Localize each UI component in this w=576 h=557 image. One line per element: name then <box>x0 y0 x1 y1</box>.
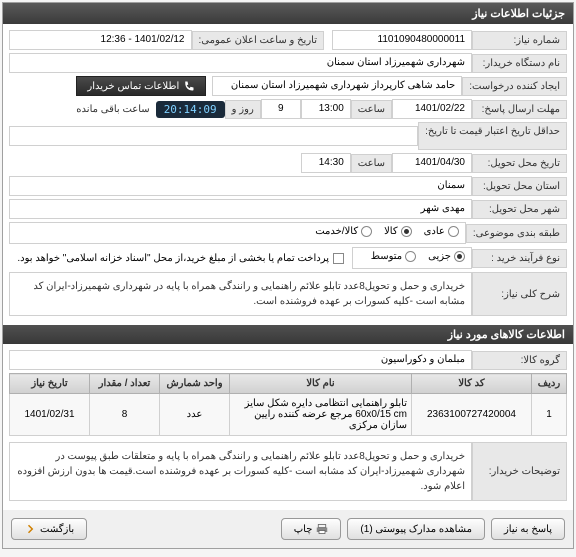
proc-opt-0[interactable]: جزیی <box>428 251 465 262</box>
buyer-org-value: شهرداری شهمیرزاد استان سمنان <box>9 53 472 73</box>
public-time-value: 1401/02/12 - 12:36 <box>9 30 192 50</box>
day-label: روز و <box>225 100 261 119</box>
col-idx: ردیف <box>532 374 567 394</box>
buyer-note-text: خریداری و حمل و تحویل8عدد تابلو علائم را… <box>9 442 472 501</box>
general-desc-text: خریداری و حمل و تحویل8عدد تابلو علائم را… <box>9 272 472 316</box>
cell-idx: 1 <box>532 394 567 436</box>
days-left: 9 <box>261 99 301 119</box>
pkg-opt-2[interactable]: کالا/خدمت <box>315 226 372 237</box>
countdown-timer: 20:14:09 <box>156 101 225 118</box>
cell-code: 2363100727420004 <box>412 394 532 436</box>
pkg-opt-1[interactable]: کالا <box>384 226 412 237</box>
buyer-org-label: نام دستگاه خریدار: <box>472 54 567 73</box>
col-date: تاریخ نیاز <box>10 374 90 394</box>
col-qty: تعداد / مقدار <box>90 374 160 394</box>
pkg-opt-0[interactable]: عادی <box>424 226 459 237</box>
remain-label: ساعت باقی مانده <box>70 101 155 118</box>
city-value: مهدی شهر <box>9 199 472 219</box>
col-name: نام کالا <box>230 374 412 394</box>
general-desc-label: شرح کلی نیاز: <box>472 272 567 316</box>
time-label-1: ساعت <box>351 100 392 119</box>
view-docs-button[interactable]: مشاهده مدارک پیوستی (1) <box>347 518 485 540</box>
requester-value: حامد شاهی کارپرداز شهرداری شهمیرزاد استا… <box>212 76 462 96</box>
validity-value <box>9 126 418 146</box>
cell-name: تابلو راهنمایی انتظامی دایره شکل سایز 60… <box>230 394 412 436</box>
cell-unit: عدد <box>160 394 230 436</box>
table-header-row: ردیف کد کالا نام کالا واحد شمارش تعداد /… <box>10 374 567 394</box>
reply-label: پاسخ به نیاز <box>504 524 552 535</box>
contact-buyer-button[interactable]: اطلاعات تماس خریدار <box>76 76 206 96</box>
print-icon <box>316 523 328 535</box>
pay-note-wrap: پرداخت تمام یا بخشی از مبلغ خرید،از محل … <box>17 253 344 264</box>
delivery-time: 14:30 <box>301 153 351 173</box>
contact-buyer-label: اطلاعات تماس خریدار <box>87 81 179 92</box>
validity-label: حداقل تاریخ اعتبار قیمت تا تاریخ: <box>418 122 567 150</box>
cell-date: 1401/02/31 <box>10 394 90 436</box>
deadline-time: 13:00 <box>301 99 351 119</box>
table-row[interactable]: 1 2363100727420004 تابلو راهنمایی انتظام… <box>10 394 567 436</box>
group-value: مبلمان و دکوراسیون <box>9 350 472 370</box>
col-unit: واحد شمارش <box>160 374 230 394</box>
requester-label: ایجاد کننده درخواست: <box>462 77 567 96</box>
back-arrow-icon <box>24 523 36 535</box>
public-time-label: تاریخ و ساعت اعلان عمومی: <box>192 31 325 50</box>
reply-button[interactable]: پاسخ به نیاز <box>491 518 565 540</box>
city-label: شهر محل تحویل: <box>472 200 567 219</box>
process-options: جزیی متوسط <box>352 247 472 269</box>
print-label: چاپ <box>294 524 313 535</box>
packaging-options: عادی کالا کالا/خدمت <box>9 222 466 244</box>
back-button[interactable]: بازگشت <box>11 518 87 540</box>
need-no-label: شماره نیاز: <box>472 31 567 50</box>
buyer-note-label: توضیحات خریدار: <box>472 442 567 501</box>
proc-opt-1[interactable]: متوسط <box>371 251 416 262</box>
details-panel: جزئیات اطلاعات نیاز شماره نیاز: 11010904… <box>2 2 574 549</box>
province-value: سمنان <box>9 176 472 196</box>
process-label: نوع فرآیند خرید : <box>472 249 567 268</box>
province-label: استان محل تحویل: <box>472 177 567 196</box>
panel-title: جزئیات اطلاعات نیاز <box>3 3 573 24</box>
col-code: کد کالا <box>412 374 532 394</box>
pay-note-checkbox[interactable] <box>333 253 344 264</box>
form-area: شماره نیاز: 1101090480000011 تاریخ و ساع… <box>3 24 573 325</box>
packaging-label: طبقه بندی موضوعی: <box>466 224 567 243</box>
delivery-date: 1401/04/30 <box>392 153 472 173</box>
need-no-value: 1101090480000011 <box>332 30 472 50</box>
phone-icon <box>183 80 195 92</box>
items-area: گروه کالا: مبلمان و دکوراسیون ردیف کد کا… <box>3 344 573 510</box>
print-button[interactable]: چاپ <box>281 518 342 540</box>
back-label: بازگشت <box>40 524 74 535</box>
group-label: گروه کالا: <box>472 351 567 370</box>
cell-qty: 8 <box>90 394 160 436</box>
delivery-date-label: تاریخ محل تحویل: <box>472 154 567 173</box>
button-row: پاسخ به نیاز مشاهده مدارک پیوستی (1) چاپ… <box>3 510 573 548</box>
items-section-title: اطلاعات کالاهای مورد نیاز <box>3 325 573 344</box>
items-table: ردیف کد کالا نام کالا واحد شمارش تعداد /… <box>9 373 567 436</box>
pay-note-text: پرداخت تمام یا بخشی از مبلغ خرید،از محل … <box>17 253 329 264</box>
time-label-2: ساعت <box>351 154 392 173</box>
deadline-label: مهلت ارسال پاسخ: <box>472 100 567 119</box>
docs-label: مشاهده مدارک پیوستی (1) <box>360 524 472 535</box>
deadline-date: 1401/02/22 <box>392 99 472 119</box>
